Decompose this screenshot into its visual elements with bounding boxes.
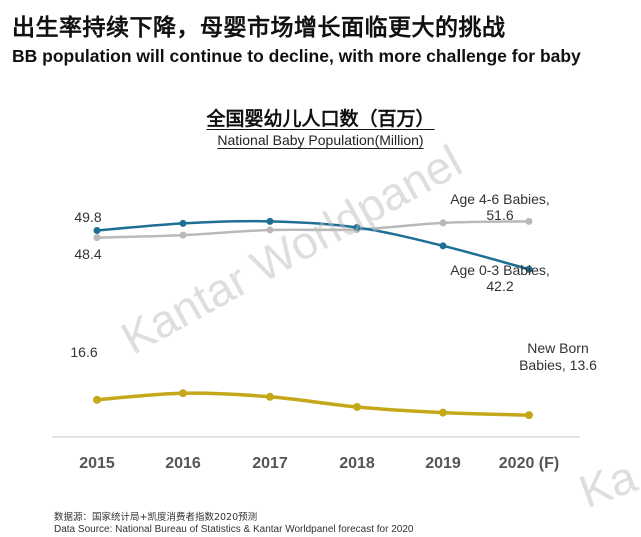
data-point [525, 411, 533, 420]
data-point [525, 265, 533, 273]
series-line-age-4-6-babies [95, 220, 531, 239]
series-start-label: 16.6 [70, 344, 97, 360]
x-tick-label: 2015 [79, 455, 115, 472]
data-point [266, 217, 274, 225]
x-tick-label: 2016 [165, 455, 201, 472]
data-point [525, 217, 533, 225]
data-point [179, 219, 187, 227]
series-start-label: 49.8 [74, 209, 101, 225]
data-source-chinese: 数据源：国家统计局+凯度消费者指数2020预测 [54, 512, 258, 523]
data-point [439, 408, 447, 417]
chart-title: 全国婴幼儿人口数（百万） [206, 108, 435, 130]
series-line-age-0-3-babies [95, 219, 531, 271]
series-line-new-born-babies [95, 391, 531, 417]
headline-english: BB population will continue to decline, … [12, 46, 581, 66]
series-start-label: 48.4 [74, 246, 101, 262]
data-point [179, 389, 187, 398]
data-point [439, 242, 447, 250]
data-point [353, 223, 361, 231]
series-end-label: Babies, 13.6 [519, 357, 597, 373]
data-point [93, 234, 101, 242]
chart-subtitle: National Baby Population(Million) [217, 132, 424, 148]
series-end-label: New Born [527, 340, 588, 356]
data-point [266, 226, 274, 234]
x-tick-label: 2020 (F) [499, 455, 559, 472]
x-tick-label: 2017 [252, 455, 288, 472]
data-point [93, 395, 101, 404]
data-point [93, 227, 101, 235]
series-end-label: 51.6 [486, 207, 513, 223]
x-tick-label: 2019 [425, 455, 461, 472]
data-point [179, 231, 187, 239]
headline-chinese: 出生率持续下降，母婴市场增长面临更大的挑战 [12, 15, 506, 41]
data-source-english: Data Source: National Bureau of Statisti… [54, 524, 414, 535]
data-point [439, 219, 447, 227]
data-point [266, 392, 274, 401]
series-end-label: Age 0-3 Babies, [450, 262, 550, 278]
x-tick-label: 2018 [339, 455, 375, 472]
series-end-label: 42.2 [486, 278, 513, 294]
series-end-label: Age 4-6 Babies, [450, 191, 550, 207]
data-source: 数据源：国家统计局+凯度消费者指数2020预测 Data Source: Nat… [54, 512, 413, 536]
data-point [353, 402, 361, 411]
